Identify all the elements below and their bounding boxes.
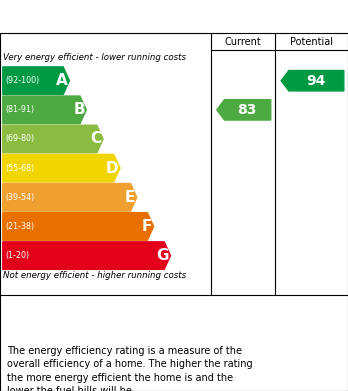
Text: England & Wales: England & Wales xyxy=(9,311,193,330)
Text: (39-54): (39-54) xyxy=(6,193,35,202)
Polygon shape xyxy=(3,213,154,240)
Text: D: D xyxy=(106,161,119,176)
Text: G: G xyxy=(157,248,169,263)
Polygon shape xyxy=(3,183,137,211)
Text: (81-91): (81-91) xyxy=(6,105,35,114)
Polygon shape xyxy=(3,125,103,153)
Text: Current: Current xyxy=(224,37,261,47)
Text: (55-68): (55-68) xyxy=(6,164,35,173)
Text: (92-100): (92-100) xyxy=(6,76,40,85)
Text: Not energy efficient - higher running costs: Not energy efficient - higher running co… xyxy=(3,271,187,280)
Polygon shape xyxy=(217,100,271,120)
Text: Very energy efficient - lower running costs: Very energy efficient - lower running co… xyxy=(3,53,187,62)
Text: Energy Efficiency Rating: Energy Efficiency Rating xyxy=(10,9,221,24)
Text: EU Directive
2002/91/EC: EU Directive 2002/91/EC xyxy=(215,311,271,330)
Text: F: F xyxy=(142,219,152,234)
Bar xyxy=(289,301,338,339)
Text: C: C xyxy=(90,131,102,147)
Text: B: B xyxy=(73,102,85,117)
Text: 83: 83 xyxy=(238,103,257,117)
Text: 94: 94 xyxy=(306,74,326,88)
Text: (69-80): (69-80) xyxy=(6,135,35,143)
Polygon shape xyxy=(3,67,69,95)
Text: E: E xyxy=(125,190,135,205)
Polygon shape xyxy=(3,96,86,124)
Text: Potential: Potential xyxy=(290,37,333,47)
Polygon shape xyxy=(3,154,120,182)
Polygon shape xyxy=(281,70,344,91)
Text: (1-20): (1-20) xyxy=(6,251,30,260)
Text: The energy efficiency rating is a measure of the
overall efficiency of a home. T: The energy efficiency rating is a measur… xyxy=(7,346,253,391)
Polygon shape xyxy=(3,242,171,269)
Text: A: A xyxy=(56,73,68,88)
Text: (21-38): (21-38) xyxy=(6,222,35,231)
